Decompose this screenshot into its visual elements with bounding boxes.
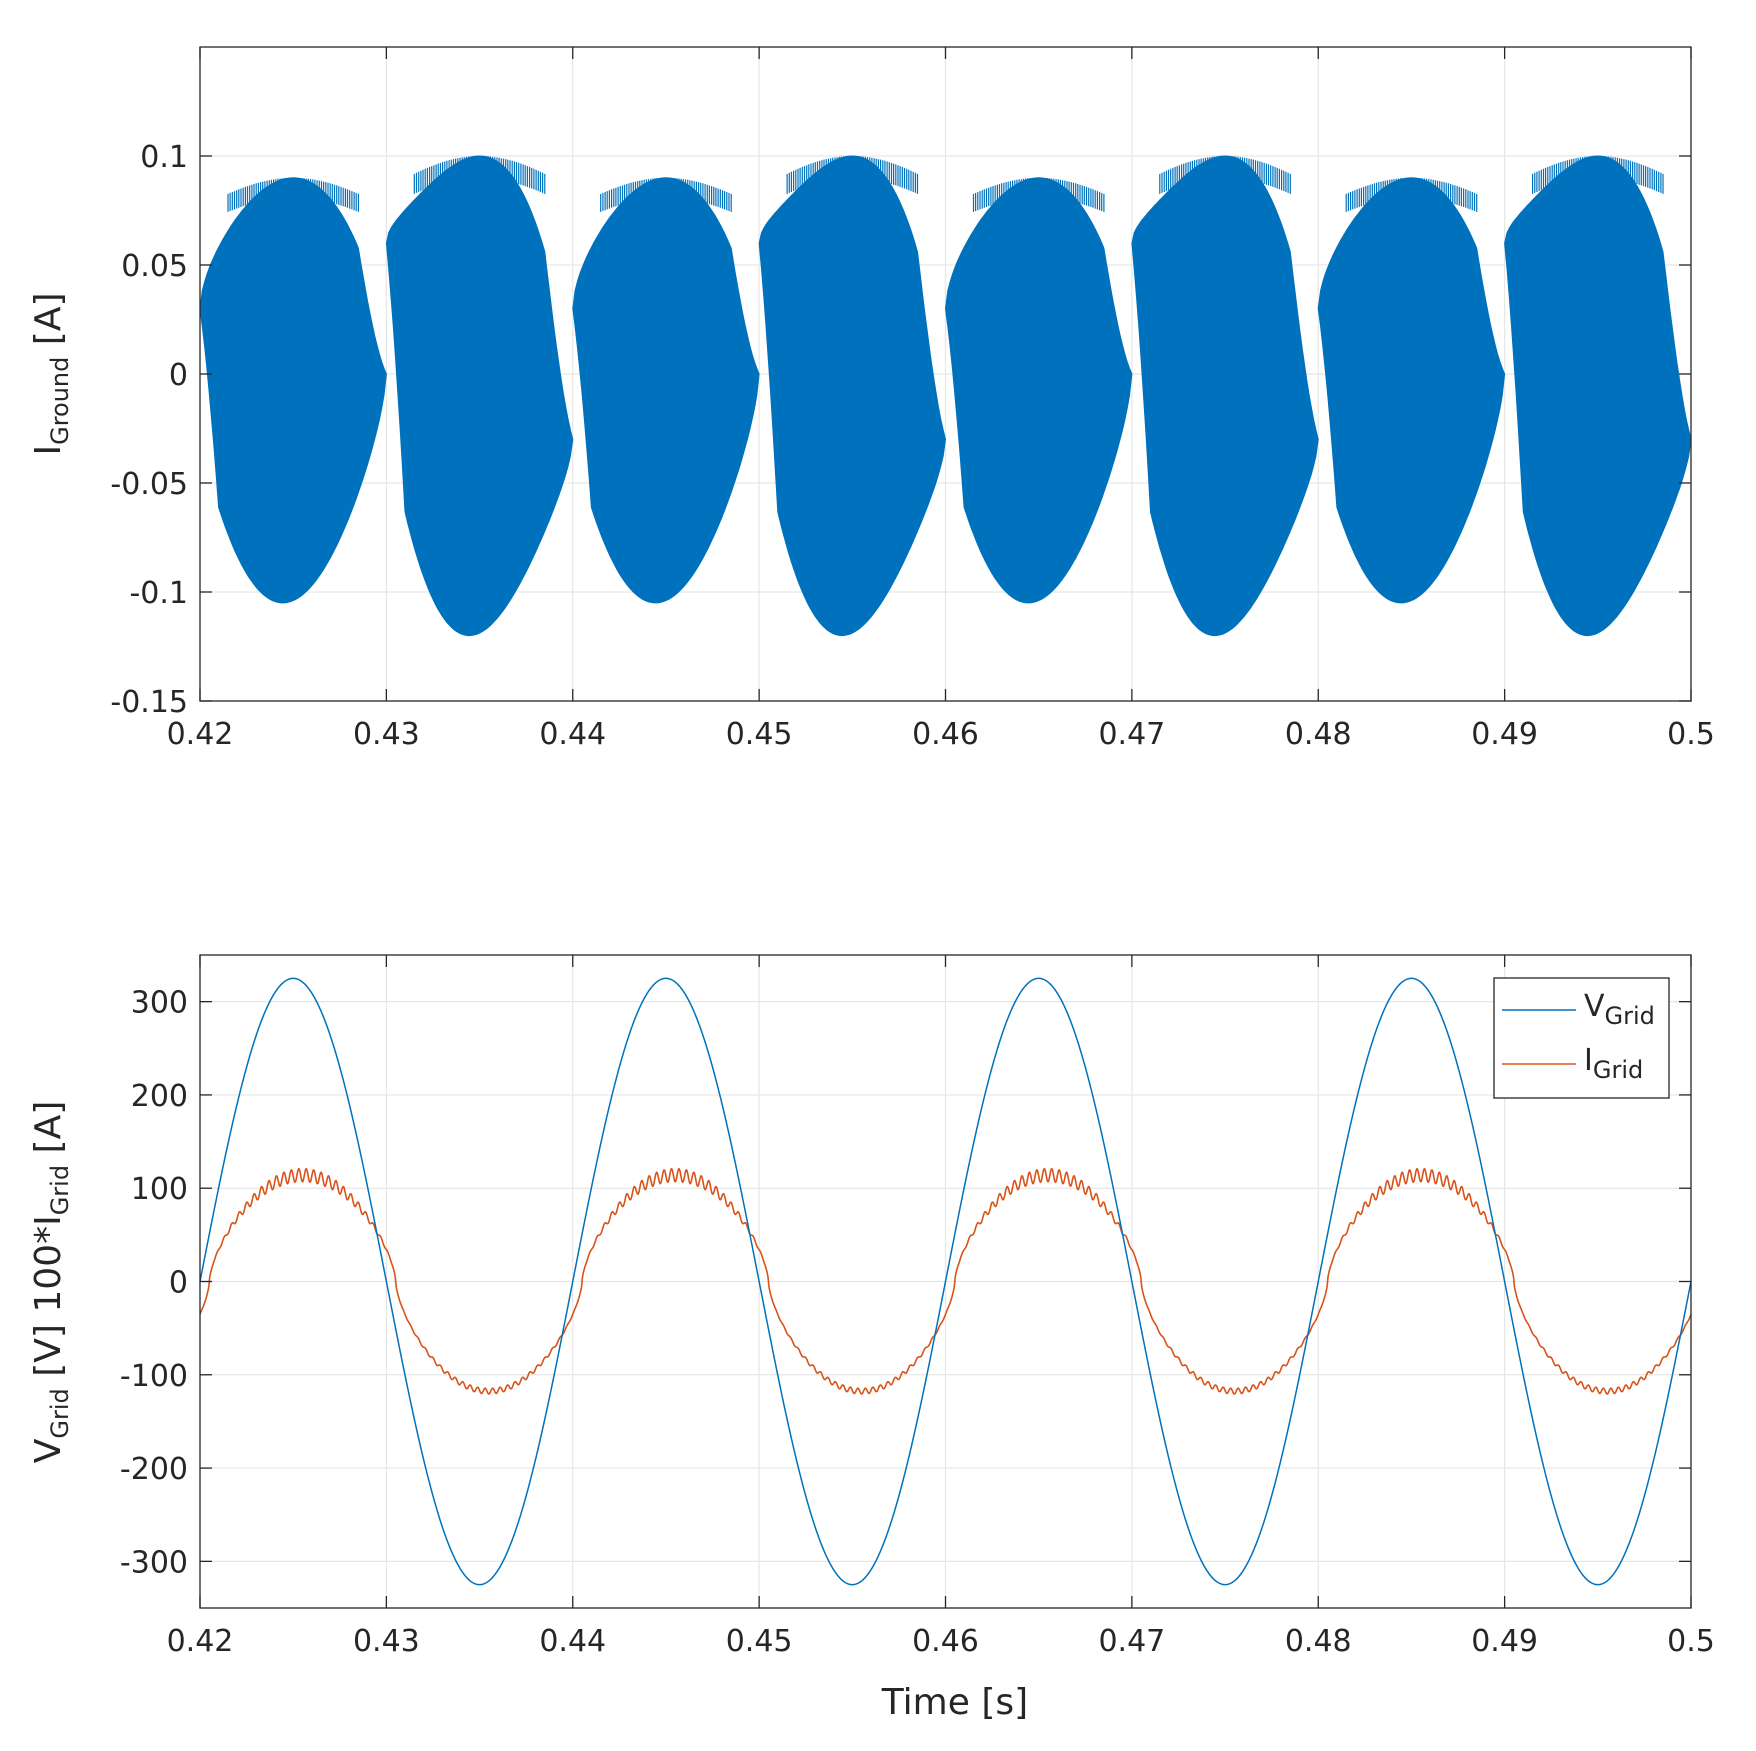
plot2-ytick-label: 0 xyxy=(169,1266,188,1301)
legend-label-vgrid: VGrid xyxy=(1584,989,1655,1030)
plot1-xtick-label: 0.43 xyxy=(353,717,420,752)
ground-current-ripple-6 xyxy=(1345,177,1478,212)
plot2-xtick-label: 0.47 xyxy=(1098,1624,1165,1659)
plot1-xtick-label: 0.48 xyxy=(1285,717,1352,752)
plot1-xtick-label: 0.49 xyxy=(1471,717,1538,752)
plot1-xtick-label: 0.44 xyxy=(539,717,606,752)
plot2-ylabel-main: V xyxy=(28,1438,69,1463)
ground-current-ripple-7 xyxy=(1532,156,1664,194)
plot2-xtick-label: 0.42 xyxy=(167,1624,234,1659)
plot2-xtick-label: 0.44 xyxy=(539,1624,606,1659)
plot1-ytick-label: 0 xyxy=(169,358,188,393)
plot2-ylabel: VGrid [V] 100*IGrid [A] xyxy=(28,1101,74,1464)
ground-current-plot: 0.42 0.43 0.44 0.45 0.46 0.47 0.48 0.49 0.5 -0.15… xyxy=(28,46,1715,752)
plot2-xtick-label: 0.48 xyxy=(1285,1624,1352,1659)
plot2-ylabel-sub2: Grid xyxy=(46,1165,74,1215)
ground-current-ripple-4 xyxy=(972,177,1105,212)
plot1-ytick-label: -0.05 xyxy=(110,467,188,502)
plot1-ytick-label: 0.05 xyxy=(121,249,188,284)
plot2-xtick-label: 0.49 xyxy=(1471,1624,1538,1659)
series-igrid xyxy=(199,1167,1692,1395)
ground-current-ripple-2 xyxy=(600,177,732,212)
ground-current-ripple-5 xyxy=(1159,156,1291,194)
plot1-xtick-label: 0.47 xyxy=(1098,717,1165,752)
plot2-ytick-label: 100 xyxy=(131,1172,188,1207)
plot2-ytick-label: -100 xyxy=(120,1359,188,1394)
plot1-ylabel-main: I xyxy=(28,445,69,456)
plot2-ytick-label: -300 xyxy=(120,1545,188,1580)
plot2-ticks: 0.42 0.43 0.44 0.45 0.46 0.47 0.48 0.49 0.5 -300 -… xyxy=(120,955,1715,1659)
legend-box xyxy=(1493,977,1670,1099)
plot1-series-ground-current xyxy=(199,155,1692,637)
legend: VGrid IGrid xyxy=(1493,977,1670,1099)
plot2-xtick-label: 0.46 xyxy=(912,1624,979,1659)
plot2-ytick-label: 200 xyxy=(131,1079,188,1114)
grid-voltage-current-plot: 0.42 0.43 0.44 0.45 0.46 0.47 0.48 0.49 0.5 -300 -… xyxy=(28,954,1715,1723)
plot2-xlabel: Time [s] xyxy=(881,1682,1028,1723)
plot1-xtick-label: 0.45 xyxy=(726,717,793,752)
plot2-ylabel-sub: Grid xyxy=(46,1388,74,1438)
plot2-ylabel-rest: [V] 100*I xyxy=(28,1215,69,1388)
series-vgrid xyxy=(199,977,1692,1586)
plot1-xtick-label: 0.46 xyxy=(912,717,979,752)
plot1-ytick-label: 0.1 xyxy=(140,140,188,175)
ground-current-ripple-1 xyxy=(413,156,546,194)
ground-current-ripple-3 xyxy=(786,156,919,194)
plot2-xtick-label: 0.45 xyxy=(726,1624,793,1659)
plot1-xtick-label: 0.42 xyxy=(167,717,234,752)
legend-vgrid-sub: Grid xyxy=(1605,1002,1655,1030)
plot1-ticks: 0.42 0.43 0.44 0.45 0.46 0.47 0.48 0.49 0.5 -0.15… xyxy=(110,47,1715,752)
ground-current-ripple-0 xyxy=(227,177,359,212)
plot2-ytick-label: 300 xyxy=(131,986,188,1021)
plot1-ylabel-rest: [A] xyxy=(28,292,69,356)
plot2-ylabel-rest2: [A] xyxy=(28,1101,69,1165)
plot1-ytick-label: -0.1 xyxy=(129,576,188,611)
plot2-series xyxy=(199,977,1692,1586)
plot1-ytick-label: -0.15 xyxy=(110,685,188,720)
legend-vgrid-main: V xyxy=(1584,989,1605,1024)
plot2-xtick-label: 0.5 xyxy=(1667,1624,1715,1659)
legend-igrid-sub: Grid xyxy=(1593,1056,1643,1084)
legend-igrid-main: I xyxy=(1584,1043,1593,1078)
legend-label-igrid: IGrid xyxy=(1584,1043,1643,1084)
plot2-ytick-label: -200 xyxy=(120,1452,188,1487)
ground-current-cycle-3 xyxy=(758,155,947,637)
plot2-xtick-label: 0.43 xyxy=(353,1624,420,1659)
plot1-xtick-label: 0.5 xyxy=(1667,717,1715,752)
plot1-ylabel: IGround [A] xyxy=(28,292,74,455)
plot1-ylabel-sub: Ground xyxy=(46,357,74,445)
